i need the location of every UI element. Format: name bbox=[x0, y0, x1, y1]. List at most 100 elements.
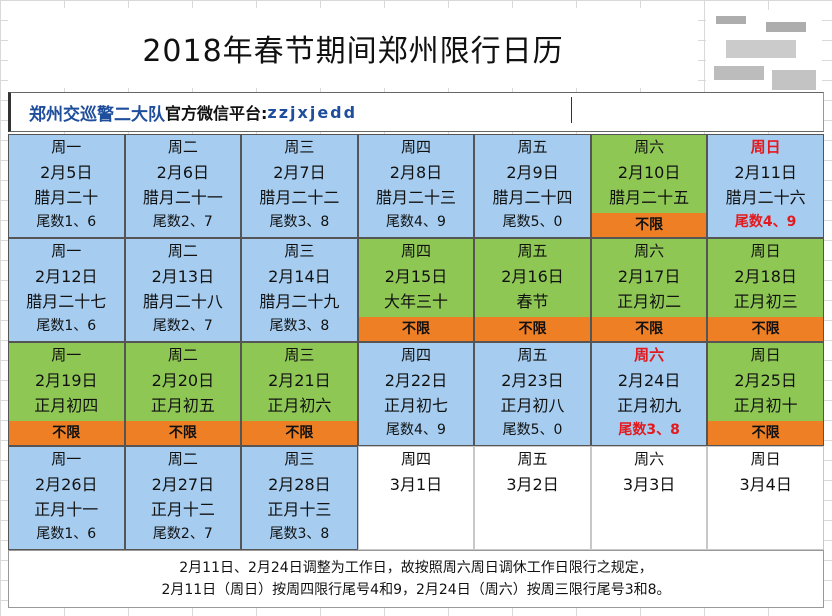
lunar-date-label: 正月初七 bbox=[383, 396, 448, 415]
no-limit-badge: 不限 bbox=[708, 317, 823, 341]
plate-restriction-label: 尾数4、9 bbox=[734, 214, 797, 230]
lunar-date-label: 腊月二十 bbox=[34, 188, 99, 207]
calendar-day-cell: 周三 2月14日腊月二十九尾数3、8 bbox=[241, 238, 358, 342]
calendar-day-cell: 周六 3月3日 bbox=[590, 446, 708, 550]
calendar-day-cell: 周日 2月25日 正月初十 不限 bbox=[707, 342, 824, 446]
date-label: 2月18日 bbox=[734, 267, 797, 286]
calendar-day-cell: 周四 2月8日 腊月二十三 尾数4、9 bbox=[357, 134, 475, 238]
calendar-day-cell: 周日 3月4日 bbox=[707, 446, 824, 550]
no-limit-badge: 不限 bbox=[591, 317, 707, 341]
date-label: 2月10日 bbox=[617, 163, 681, 182]
plate-restriction-label: 尾数3、8 bbox=[269, 526, 330, 542]
plate-restriction-label: 尾数3、8 bbox=[269, 318, 330, 334]
weekday-label: 周六 bbox=[634, 450, 665, 468]
calendar-day-cell: 周一 2月5日腊月二十尾数1、6 bbox=[8, 134, 125, 238]
plate-restriction-label: 尾数1、6 bbox=[36, 214, 97, 230]
date-label: 2月28日 bbox=[268, 475, 331, 494]
weekday-label: 周二 bbox=[167, 346, 198, 364]
date-label: 2月9日 bbox=[506, 163, 559, 182]
weekday-label: 周三 bbox=[284, 242, 315, 260]
date-label: 2月22日 bbox=[384, 371, 448, 390]
weekday-label: 周五 bbox=[517, 242, 548, 260]
weekday-label: 周日 bbox=[750, 138, 781, 156]
subtitle-org: 郑州交巡警二大队 bbox=[29, 104, 165, 125]
weekday-label: 周日 bbox=[750, 450, 781, 468]
calendar-day-cell: 周一 2月19日正月初四不限 bbox=[8, 342, 125, 446]
plate-restriction-label: 尾数3、8 bbox=[269, 214, 330, 230]
calendar-day-cell: 周二 2月20日正月初五不限 bbox=[124, 342, 242, 446]
date-label: 2月5日 bbox=[40, 163, 93, 182]
date-label: 2月26日 bbox=[35, 475, 98, 494]
calendar-day-cell: 周四 2月22日 正月初七 尾数4、9 bbox=[357, 342, 475, 446]
date-label: 2月17日 bbox=[617, 267, 681, 286]
lunar-date-label: 正月十三 bbox=[267, 500, 332, 519]
lunar-date-label: 腊月二十八 bbox=[142, 292, 223, 311]
date-label: 2月14日 bbox=[268, 267, 331, 286]
weekday-label: 周一 bbox=[51, 138, 82, 156]
weekday-label: 周二 bbox=[167, 138, 198, 156]
date-label: 2月7日 bbox=[273, 163, 326, 182]
footer-note: 2月11日、2月24日调整为工作日，故按照周六周日调休工作日限行之规定， 2月1… bbox=[8, 550, 824, 608]
date-label: 3月1日 bbox=[389, 475, 443, 494]
weekday-label: 周三 bbox=[284, 138, 315, 156]
subtitle-row: 郑州交巡警二大队 官方微信平台: zzjxjedd bbox=[8, 92, 824, 132]
weekday-label: 周一 bbox=[51, 450, 82, 468]
plate-restriction-label: 尾数3、8 bbox=[618, 422, 680, 438]
weekday-label: 周日 bbox=[750, 346, 781, 364]
lunar-date-label: 春节 bbox=[516, 292, 549, 311]
calendar-day-cell: 周五 3月2日 bbox=[474, 446, 591, 550]
lunar-date-label: 腊月二十六 bbox=[725, 188, 806, 207]
plate-restriction-label: 尾数4、9 bbox=[386, 214, 446, 230]
lunar-date-label: 正月十一 bbox=[34, 500, 99, 519]
lunar-date-label bbox=[592, 497, 707, 522]
plate-restriction-label: 尾数2、7 bbox=[152, 318, 213, 334]
no-limit-badge: 不限 bbox=[9, 421, 124, 445]
footer-line-2: 2月11日（周日）按周四限行尾号4和9，2月24日（周六）按周三限行尾号3和8。 bbox=[161, 582, 671, 598]
date-label: 2月23日 bbox=[501, 371, 564, 390]
weekday-label: 周二 bbox=[167, 450, 198, 468]
calendar-day-cell: 周一 2月26日 正月十一 尾数1、6 bbox=[8, 446, 125, 550]
date-label: 2月8日 bbox=[389, 163, 443, 182]
date-label: 2月15日 bbox=[384, 267, 448, 286]
divider bbox=[571, 97, 572, 123]
date-label: 3月4日 bbox=[739, 475, 792, 494]
calendar-grid: 周一 2月5日腊月二十尾数1、6 周二 2月6日 腊月二十一 尾数2、7 周三 2月7日腊月二… bbox=[8, 134, 824, 550]
no-limit-badge: 不限 bbox=[125, 421, 241, 445]
plate-restriction-label: 尾数2、7 bbox=[152, 214, 213, 230]
date-label: 3月2日 bbox=[506, 475, 559, 494]
calendar-day-cell: 周二 2月6日 腊月二十一 尾数2、7 bbox=[124, 134, 242, 238]
calendar-day-cell: 周三 2月21日 正月初六 不限 bbox=[241, 342, 358, 446]
weekday-label: 周五 bbox=[517, 346, 548, 364]
lunar-date-label bbox=[359, 497, 474, 522]
date-label: 2月27日 bbox=[151, 475, 215, 494]
weekday-label: 周五 bbox=[517, 138, 548, 156]
calendar-day-cell: 周五 2月9日 腊月二十四 尾数5、0 bbox=[474, 134, 591, 238]
date-label: 2月21日 bbox=[268, 371, 331, 390]
footer-line-1: 2月11日、2月24日调整为工作日，故按照周六周日调休工作日限行之规定， bbox=[179, 560, 653, 576]
weekday-label: 周六 bbox=[634, 138, 665, 156]
date-label: 2月19日 bbox=[35, 371, 98, 390]
no-limit-badge: 不限 bbox=[358, 317, 474, 341]
calendar-day-cell: 周六 2月24日 正月初九 尾数3、8 bbox=[590, 342, 708, 446]
date-label: 2月20日 bbox=[151, 371, 215, 390]
lunar-date-label: 正月初五 bbox=[150, 396, 215, 415]
weekday-label: 周四 bbox=[400, 242, 431, 260]
title-row: 2018年春节期间郑州限行日历 bbox=[8, 8, 698, 88]
lunar-date-label: 腊月二十九 bbox=[259, 292, 340, 311]
calendar-day-cell: 周六 2月10日 腊月二十五 不限 bbox=[590, 134, 708, 238]
weekday-label: 周一 bbox=[51, 346, 82, 364]
lunar-date-label: 腊月二十四 bbox=[492, 188, 573, 207]
weekday-label: 周三 bbox=[284, 450, 315, 468]
weekday-label: 周五 bbox=[517, 450, 548, 468]
calendar-day-cell: 周二 2月13日 腊月二十八 尾数2、7 bbox=[124, 238, 242, 342]
calendar-day-cell: 周五 2月16日 春节 不限 bbox=[474, 238, 591, 342]
weekday-label: 周四 bbox=[400, 346, 431, 364]
lunar-date-label: 正月初四 bbox=[34, 396, 99, 415]
page-title: 2018年春节期间郑州限行日历 bbox=[142, 34, 564, 69]
plate-restriction-label: 尾数1、6 bbox=[36, 318, 97, 334]
calendar-day-cell: 周日 2月18日 正月初三 不限 bbox=[707, 238, 824, 342]
weekday-label: 周日 bbox=[750, 242, 781, 260]
lunar-date-label bbox=[708, 497, 823, 522]
no-limit-badge: 不限 bbox=[708, 421, 823, 445]
calendar-day-cell: 周五 2月23日 正月初八 尾数5、0 bbox=[474, 342, 591, 446]
